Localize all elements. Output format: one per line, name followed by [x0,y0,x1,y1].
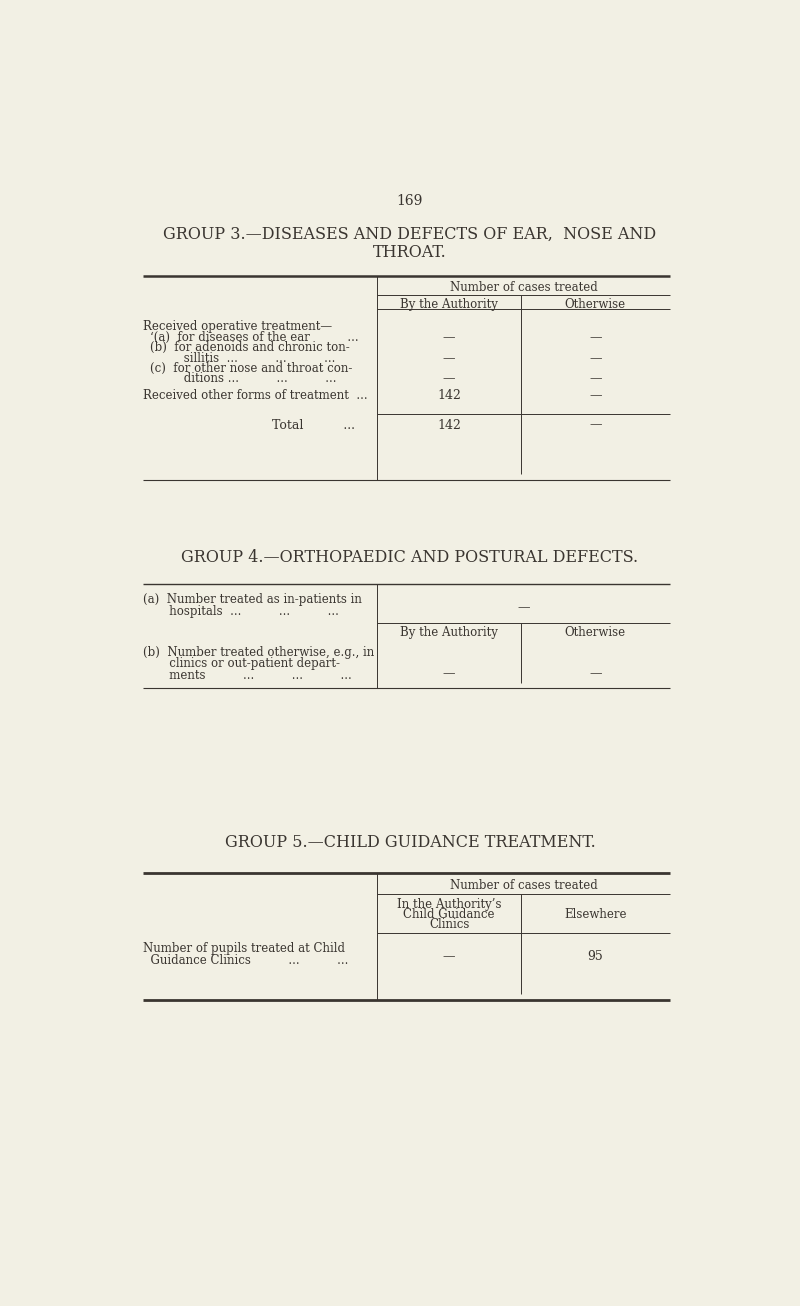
Text: clinics or out-patient depart-: clinics or out-patient depart- [142,657,340,670]
Text: ditions ...          ...          ...: ditions ... ... ... [150,372,337,385]
Text: 95: 95 [587,949,603,963]
Text: ments          ...          ...          ...: ments ... ... ... [142,669,351,682]
Text: 142: 142 [437,389,461,402]
Text: Number of pupils treated at Child: Number of pupils treated at Child [142,942,345,955]
Text: 169: 169 [397,193,423,208]
Text: (a)  Number treated as in-patients in: (a) Number treated as in-patients in [142,593,362,606]
Text: —: — [443,353,455,366]
Text: ‘(a)  for diseases of the ear          ...: ‘(a) for diseases of the ear ... [150,330,359,343]
Text: sillitis  ...          ...          ...: sillitis ... ... ... [150,353,336,366]
Text: Received operative treatment—: Received operative treatment— [142,320,332,333]
Text: (b)  Number treated otherwise, e.g., in: (b) Number treated otherwise, e.g., in [142,645,374,658]
Text: Otherwise: Otherwise [565,626,626,639]
Text: Guidance Clinics          ...          ...: Guidance Clinics ... ... [142,953,348,966]
Text: —: — [589,667,602,680]
Text: —: — [589,418,602,431]
Text: GROUP 3.—DISEASES AND DEFECTS OF EAR,  NOSE AND: GROUP 3.—DISEASES AND DEFECTS OF EAR, NO… [163,226,657,243]
Text: —: — [443,949,455,963]
Text: —: — [589,372,602,385]
Text: (c)  for other nose and throat con-: (c) for other nose and throat con- [150,362,353,375]
Text: —: — [589,330,602,343]
Text: THROAT.: THROAT. [373,244,447,261]
Text: Number of cases treated: Number of cases treated [450,879,598,892]
Text: Child Guidance: Child Guidance [403,908,495,921]
Text: —: — [589,353,602,366]
Text: hospitals  ...          ...          ...: hospitals ... ... ... [142,605,338,618]
Text: Elsewhere: Elsewhere [564,908,626,921]
Text: —: — [518,601,530,614]
Text: Clinics: Clinics [429,918,470,931]
Text: Received other forms of treatment  ...: Received other forms of treatment ... [142,389,367,402]
Text: —: — [589,389,602,402]
Text: (b)  for adenoids and chronic ton-: (b) for adenoids and chronic ton- [150,341,350,354]
Text: GROUP 5.—CHILD GUIDANCE TREATMENT.: GROUP 5.—CHILD GUIDANCE TREATMENT. [225,835,595,852]
Text: Total          ...: Total ... [272,418,354,431]
Text: —: — [443,667,455,680]
Text: GROUP 4.—ORTHOPAEDIC AND POSTURAL DEFECTS.: GROUP 4.—ORTHOPAEDIC AND POSTURAL DEFECT… [182,550,638,567]
Text: In the Authority’s: In the Authority’s [397,899,502,912]
Text: —: — [443,330,455,343]
Text: By the Authority: By the Authority [400,298,498,311]
Text: By the Authority: By the Authority [400,626,498,639]
Text: Number of cases treated: Number of cases treated [450,282,598,294]
Text: Otherwise: Otherwise [565,298,626,311]
Text: 142: 142 [437,418,461,431]
Text: —: — [443,372,455,385]
